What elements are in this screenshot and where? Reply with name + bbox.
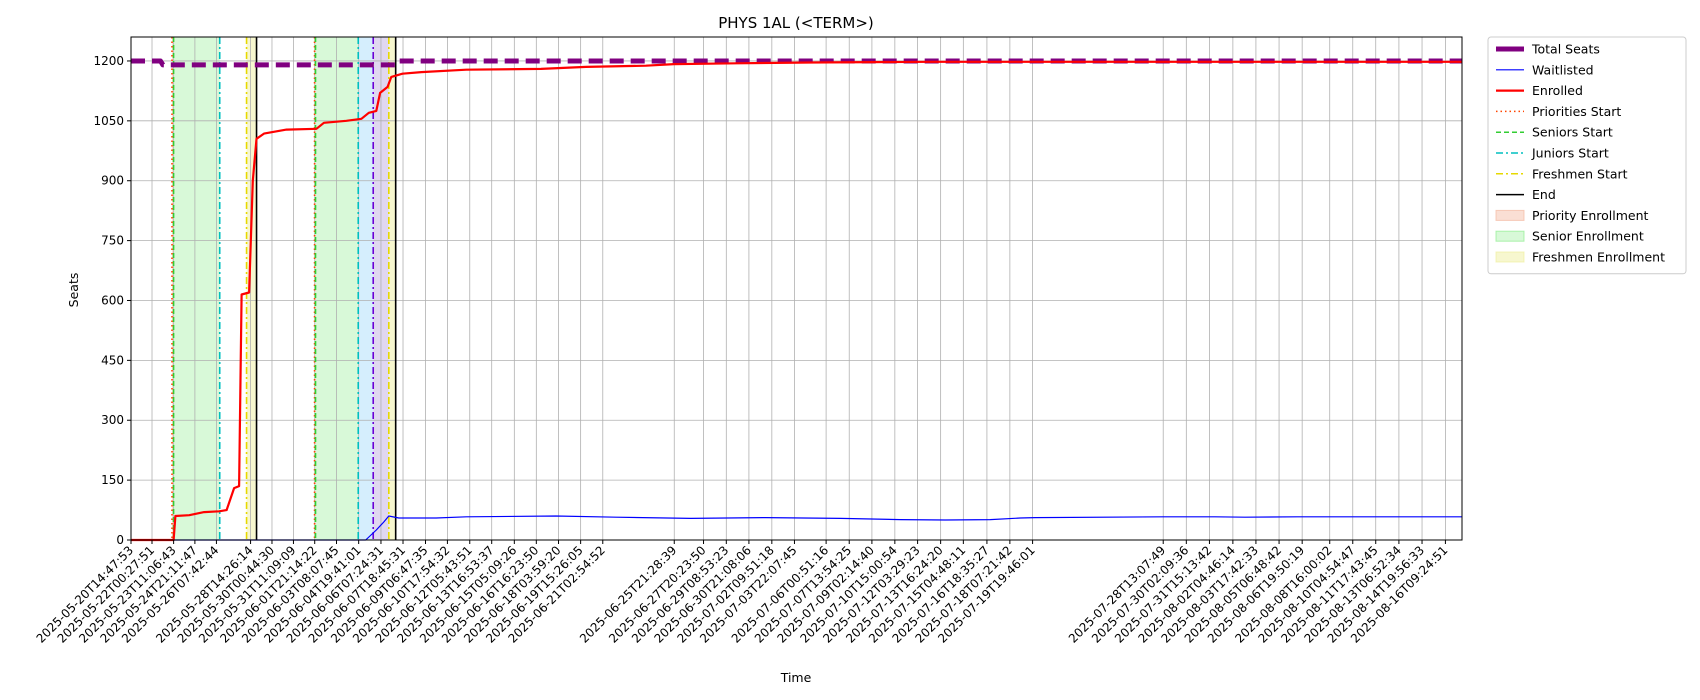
legend-swatch <box>1495 230 1525 242</box>
legend-label: Total Seats <box>1531 42 1600 57</box>
y-tick-label: 150 <box>101 473 124 487</box>
x-axis-ticks: 2025-05-20T14:47:532025-05-22T00:27:5120… <box>34 540 1451 646</box>
y-tick-label: 1200 <box>93 54 124 68</box>
y-tick-label: 900 <box>101 174 124 188</box>
legend-label: Seniors Start <box>1532 125 1613 140</box>
shaded-region <box>388 37 396 540</box>
legend-label: End <box>1532 187 1556 202</box>
legend-label: Priority Enrollment <box>1532 208 1649 223</box>
y-tick-label: 600 <box>101 293 124 307</box>
legend-box <box>1487 36 1687 275</box>
y-tick-label: 300 <box>101 413 124 427</box>
enrollment-shading-layer <box>171 37 396 540</box>
y-tick-label: 750 <box>101 234 124 248</box>
shaded-region <box>358 37 374 540</box>
x-axis-label: Time <box>780 670 812 685</box>
chart-title: PHYS 1AL (<TERM>) <box>718 14 874 32</box>
shaded-region <box>246 37 257 540</box>
legend-label: Senior Enrollment <box>1532 229 1644 244</box>
shaded-region <box>173 37 220 540</box>
series-line-waitlisted <box>131 515 1462 541</box>
series-line-enrolled <box>131 60 1462 542</box>
series-line-total-seats <box>131 58 1462 68</box>
legend-label: Freshmen Enrollment <box>1532 250 1665 265</box>
legend-label: Priorities Start <box>1532 104 1621 119</box>
legend-label: Juniors Start <box>1531 146 1609 161</box>
phase-lines-layer <box>171 37 397 540</box>
plot-frame <box>130 36 1463 541</box>
y-tick-label: 450 <box>101 353 124 367</box>
legend-label: Waitlisted <box>1532 62 1594 77</box>
legend: Total Seats Waitlisted Enrolled Priorities … <box>1487 36 1687 275</box>
series-layer <box>131 58 1462 542</box>
legend-label: Enrolled <box>1532 83 1583 98</box>
legend-swatch <box>1495 251 1525 263</box>
y-axis-ticks: 0 150 300 450 600 750 900 1050 1200 <box>93 54 131 547</box>
y-tick-label: 0 <box>116 533 124 547</box>
legend-label: Freshmen Start <box>1532 166 1628 181</box>
y-axis-label: Seats <box>66 273 81 308</box>
legend-swatch <box>1495 209 1525 221</box>
grid-layer <box>130 37 1462 541</box>
y-tick-label: 1050 <box>93 114 124 128</box>
